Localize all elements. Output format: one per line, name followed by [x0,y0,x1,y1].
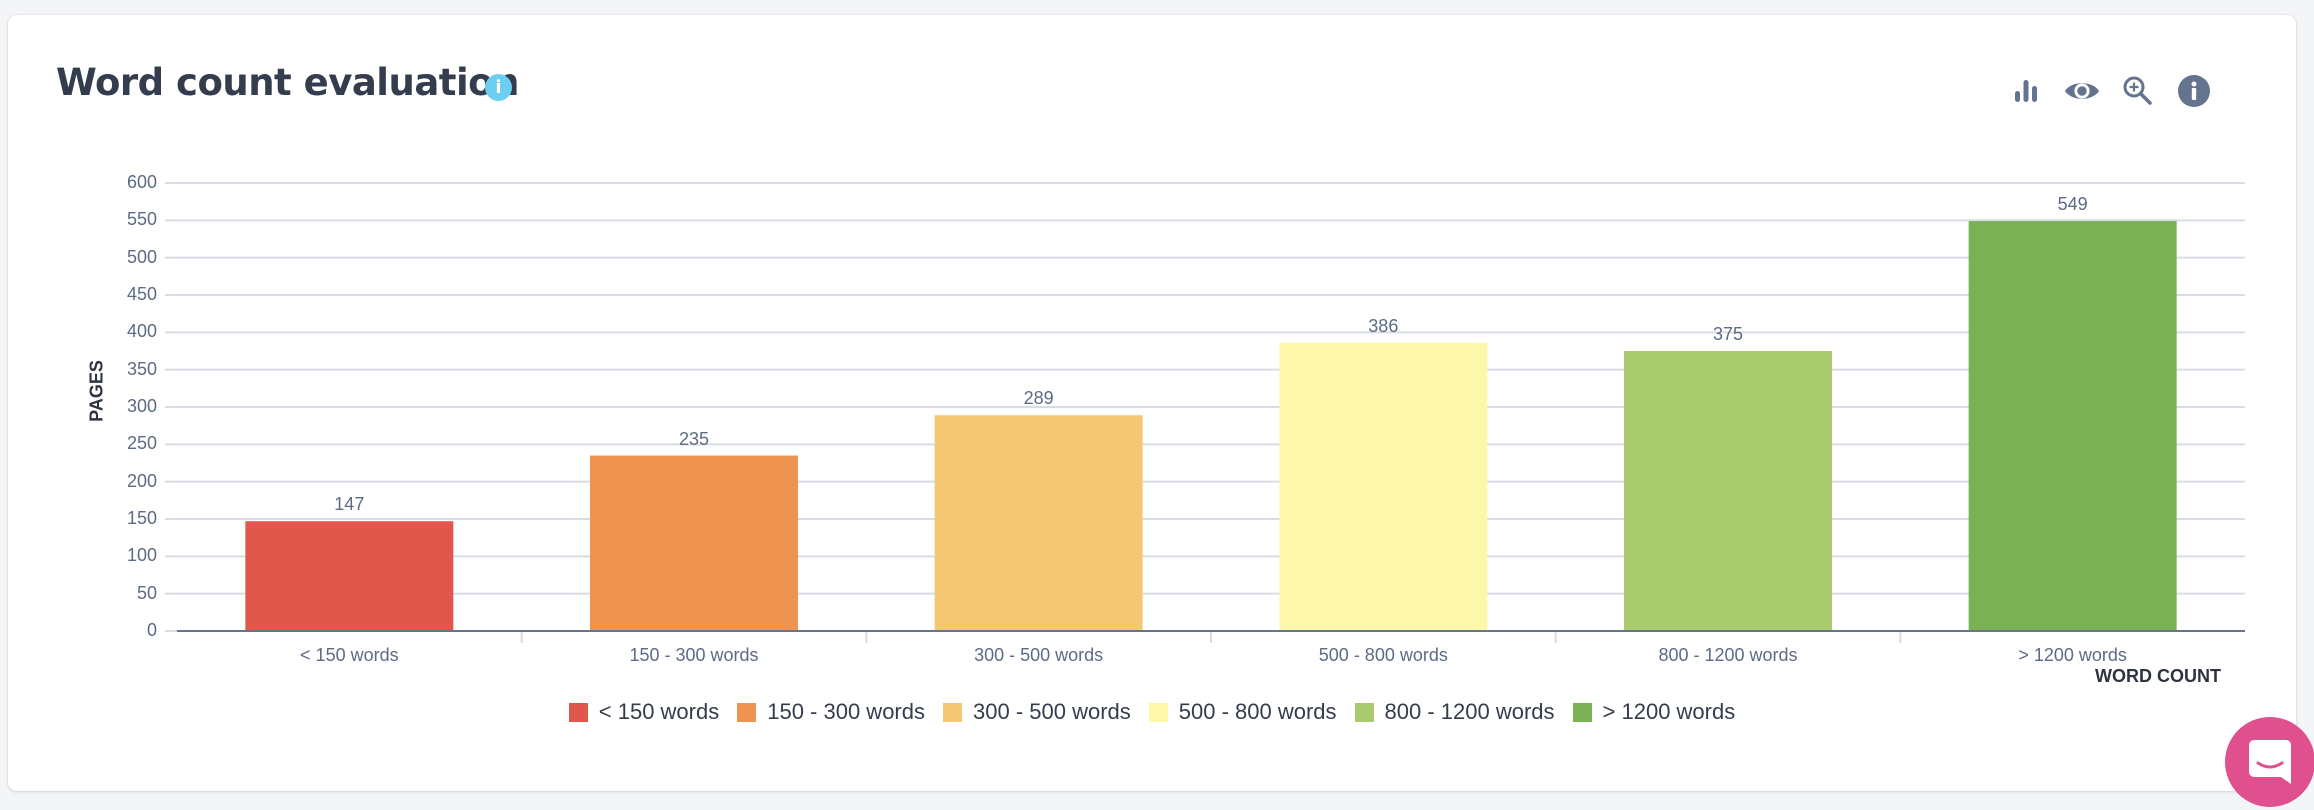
info-button[interactable] [2176,73,2212,109]
chart-plot-area [165,182,2245,643]
legend-label: > 1200 words [1602,699,1736,724]
y-tick-label: 300 [126,396,157,416]
chart-type-button[interactable] [2008,73,2044,109]
x-tick-label: 800 - 1200 words [1658,645,1798,665]
chat-icon [2249,740,2291,784]
y-tick-label: 400 [126,321,157,342]
y-tick-label: 450 [126,284,157,304]
bar[interactable] [245,521,454,631]
bar[interactable] [590,455,798,631]
x-tick-label: < 150 words [300,645,399,665]
chart-legend: < 150 words 150 - 300 words 300 - 500 word… [8,699,2296,725]
y-tick-label: 150 [126,508,157,528]
bar-value-label: 289 [1023,388,1054,409]
legend-label: 150 - 300 words [767,699,925,724]
legend-item[interactable]: < 150 words [568,699,720,725]
y-tick-label: 50 [136,582,157,603]
bar-value-label: 386 [1368,315,1399,336]
bar-value-label: 375 [1712,324,1744,344]
legend-swatch [1148,702,1168,722]
y-tick-label: 0 [146,620,157,640]
bar[interactable] [1279,342,1488,631]
legend-item[interactable]: 300 - 500 words [943,699,1131,725]
bar[interactable] [1968,221,2177,631]
y-tick-label: 500 [126,246,157,267]
legend-swatch [943,702,962,722]
legend-label: 500 - 800 words [1178,699,1337,724]
y-tick-label: 200 [126,470,157,491]
bar-value-label: 235 [678,428,710,449]
x-tick-label: > 1200 words [2018,645,2127,665]
y-tick-label: 100 [126,545,157,566]
y-tick-label: 250 [126,433,157,454]
legend-swatch [737,702,757,722]
x-axis-title: WORD COUNT [2095,666,2221,686]
x-tick-label: 500 - 800 words [1318,645,1448,665]
legend-swatch [1572,702,1592,722]
legend-item[interactable]: 150 - 300 words [737,699,925,725]
bar-value-label: 549 [2057,194,2088,215]
x-tick-label: 150 - 300 words [629,645,759,665]
y-tick-label: 350 [126,358,157,379]
y-tick-label: 600 [126,172,157,192]
legend-swatch [1354,702,1374,722]
bar-chart: PAGES 0 50 100 150 200 250 300 350 400 450 500 550 6… [8,15,2296,791]
eye-icon [2064,83,2100,99]
chart-toolbar [2008,73,2212,109]
legend-item[interactable]: 500 - 800 words [1148,699,1337,725]
view-button[interactable] [2064,73,2100,109]
legend-item[interactable]: > 1200 words [1572,699,1736,725]
legend-label: 800 - 1200 words [1384,699,1555,724]
legend-label: 300 - 500 words [973,699,1131,724]
zoom-button[interactable] [2120,73,2156,109]
legend-swatch [568,702,588,722]
word-count-card: Word count evaluation i [8,15,2296,791]
zoom-in-icon [2123,76,2152,105]
bar[interactable] [934,415,1143,631]
chat-launcher-button[interactable] [2225,717,2314,807]
chart-title: Word count evaluation [56,61,519,104]
legend-label: < 150 words [598,699,720,724]
title-info-icon[interactable]: i [485,74,512,101]
legend-item[interactable]: 800 - 1200 words [1354,699,1555,725]
x-tick-label: 300 - 500 words [974,645,1104,665]
bar-chart-icon [2015,80,2037,102]
bar[interactable] [1624,351,1832,631]
y-tick-label: 550 [126,209,157,230]
bar-value-label: 147 [334,494,365,515]
info-icon [2178,75,2210,107]
